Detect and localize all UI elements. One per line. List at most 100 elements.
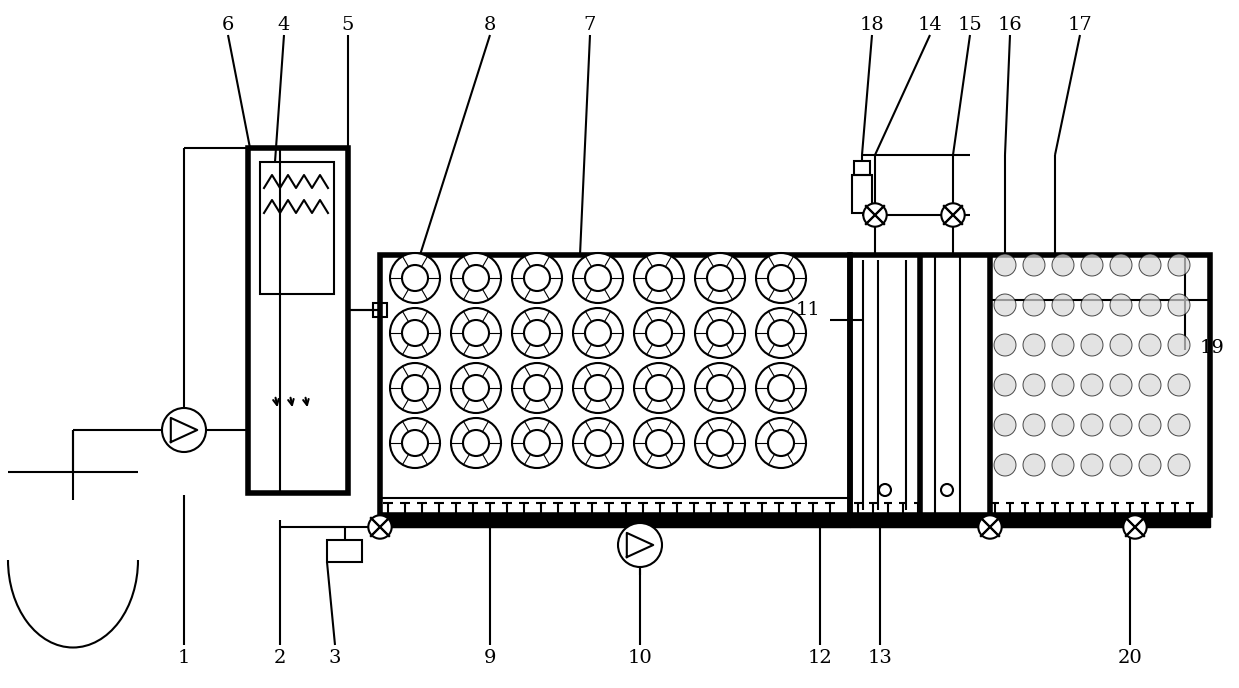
Text: 20: 20 xyxy=(1118,649,1142,667)
Circle shape xyxy=(524,430,550,456)
Circle shape xyxy=(1168,454,1189,476)
Circle shape xyxy=(695,308,745,358)
Text: 6: 6 xyxy=(222,16,234,34)
Circle shape xyxy=(1124,515,1147,539)
Circle shape xyxy=(1080,334,1103,356)
Circle shape xyxy=(390,418,440,468)
Circle shape xyxy=(634,363,684,413)
Circle shape xyxy=(1080,454,1103,476)
Bar xyxy=(850,255,1211,515)
Text: 9: 9 xyxy=(483,649,497,667)
Text: 18: 18 xyxy=(860,16,885,34)
Circle shape xyxy=(768,430,794,456)
Circle shape xyxy=(1052,454,1074,476)
Circle shape xyxy=(646,430,672,456)
Circle shape xyxy=(1023,374,1044,396)
Circle shape xyxy=(634,253,684,303)
Text: 3: 3 xyxy=(328,649,341,667)
Circle shape xyxy=(878,484,891,496)
Circle shape xyxy=(707,375,733,401)
Circle shape xyxy=(512,308,563,358)
Circle shape xyxy=(451,253,501,303)
Circle shape xyxy=(524,320,550,346)
Circle shape xyxy=(390,363,440,413)
Circle shape xyxy=(1110,294,1132,316)
Circle shape xyxy=(994,254,1016,276)
Circle shape xyxy=(162,408,206,452)
Text: 12: 12 xyxy=(808,649,833,667)
Circle shape xyxy=(1168,374,1189,396)
Circle shape xyxy=(451,418,501,468)
Circle shape xyxy=(768,320,794,346)
Bar xyxy=(850,514,1211,527)
Text: 8: 8 xyxy=(483,16,496,34)
Circle shape xyxy=(1110,374,1132,396)
Circle shape xyxy=(646,265,672,291)
Text: 4: 4 xyxy=(278,16,290,34)
Circle shape xyxy=(756,253,807,303)
Bar xyxy=(380,514,850,527)
Circle shape xyxy=(451,308,501,358)
Circle shape xyxy=(646,320,672,346)
Circle shape xyxy=(1110,254,1132,276)
Circle shape xyxy=(572,308,623,358)
Circle shape xyxy=(1052,294,1074,316)
Circle shape xyxy=(1139,454,1161,476)
Circle shape xyxy=(994,414,1016,436)
Circle shape xyxy=(390,308,440,358)
Circle shape xyxy=(1168,414,1189,436)
Circle shape xyxy=(634,308,684,358)
Circle shape xyxy=(572,363,623,413)
Circle shape xyxy=(1139,374,1161,396)
Text: 1: 1 xyxy=(178,649,191,667)
Circle shape xyxy=(1139,294,1161,316)
Circle shape xyxy=(618,523,662,567)
Circle shape xyxy=(1052,414,1074,436)
Circle shape xyxy=(695,363,745,413)
Text: 13: 13 xyxy=(867,649,892,667)
Circle shape xyxy=(1052,254,1074,276)
Circle shape xyxy=(707,265,733,291)
Circle shape xyxy=(1080,254,1103,276)
Circle shape xyxy=(463,375,489,401)
Circle shape xyxy=(1023,414,1044,436)
Circle shape xyxy=(864,203,887,227)
Bar xyxy=(248,148,348,493)
Circle shape xyxy=(401,265,427,291)
Circle shape xyxy=(768,265,794,291)
Circle shape xyxy=(1023,454,1044,476)
Circle shape xyxy=(1080,374,1103,396)
Circle shape xyxy=(512,418,563,468)
Circle shape xyxy=(1168,334,1189,356)
Circle shape xyxy=(994,294,1016,316)
Circle shape xyxy=(1139,414,1161,436)
Circle shape xyxy=(634,418,684,468)
Circle shape xyxy=(463,430,489,456)
Circle shape xyxy=(695,253,745,303)
Circle shape xyxy=(1023,254,1044,276)
Circle shape xyxy=(756,308,807,358)
Circle shape xyxy=(695,418,745,468)
Circle shape xyxy=(994,334,1016,356)
Bar xyxy=(373,303,387,317)
Circle shape xyxy=(768,375,794,401)
Circle shape xyxy=(994,454,1016,476)
Text: 17: 17 xyxy=(1068,16,1093,34)
Circle shape xyxy=(1139,254,1161,276)
Circle shape xyxy=(1023,294,1044,316)
Circle shape xyxy=(512,363,563,413)
Circle shape xyxy=(1139,334,1161,356)
Circle shape xyxy=(1168,294,1189,316)
Circle shape xyxy=(585,375,611,401)
Circle shape xyxy=(756,418,807,468)
Circle shape xyxy=(368,515,392,539)
Text: 5: 5 xyxy=(342,16,354,34)
Circle shape xyxy=(1023,334,1044,356)
Circle shape xyxy=(401,320,427,346)
Text: 19: 19 xyxy=(1201,339,1225,357)
Circle shape xyxy=(585,320,611,346)
Circle shape xyxy=(585,430,611,456)
Circle shape xyxy=(463,265,489,291)
Circle shape xyxy=(1080,294,1103,316)
Circle shape xyxy=(942,203,965,227)
